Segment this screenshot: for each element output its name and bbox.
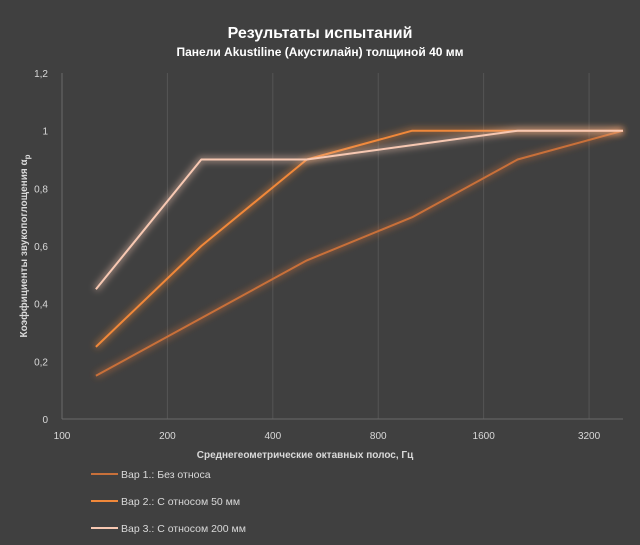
legend: Вар 1.: Без относа Вар 2.: С относом 50 м…	[91, 469, 246, 535]
series-1-line	[95, 129, 624, 377]
x-tick-label: 200	[159, 431, 176, 442]
x-tick-label: 800	[370, 431, 387, 442]
x-tick-label: 3200	[578, 431, 601, 442]
series-1	[94, 128, 624, 378]
series-1-glow	[94, 128, 624, 378]
series-3	[93, 128, 623, 291]
y-tick-label: 0	[42, 415, 48, 426]
y-tick-label: 0,8	[34, 184, 48, 195]
x-tick-label: 100	[54, 431, 71, 442]
y-tick-label: 0,6	[34, 242, 48, 253]
y-tick-label: 1	[42, 127, 48, 138]
legend-label: Вар 3.: С относом 200 мм	[121, 523, 246, 535]
legend-entry: Вар 1.: Без относа	[91, 469, 211, 481]
series-lines	[93, 128, 624, 378]
y-axis-ticks: 0 0,2 0,4 0,6 0,8 1 1,2	[34, 69, 48, 426]
gridlines	[166, 73, 590, 419]
axes	[61, 73, 623, 420]
y-axis-title-subscript: p	[23, 154, 32, 159]
legend-label: Вар 1.: Без относа	[121, 469, 211, 481]
y-axis-title-main: Коэффициенты звукопоглощения α	[18, 159, 30, 338]
legend-entry: Вар 3.: С относом 200 мм	[91, 523, 246, 535]
y-tick-label: 1,2	[34, 69, 48, 80]
y-tick-label: 0,4	[34, 300, 48, 311]
y-tick-label: 0,2	[34, 357, 48, 368]
legend-entry: Вар 2.: С относом 50 мм	[91, 496, 240, 508]
series-3-line	[95, 129, 623, 290]
x-axis-title: Среднегеометрические октавных полос, Гц	[197, 450, 414, 461]
legend-label: Вар 2.: С относом 50 мм	[121, 496, 240, 508]
x-tick-label: 400	[264, 431, 281, 442]
x-tick-label: 1600	[473, 431, 496, 442]
chart-title: Результаты испытаний	[228, 25, 413, 42]
chart-subtitle: Панели Akustiline (Акустилайн) толщиной …	[176, 45, 463, 59]
y-axis-title: Коэффициенты звукопоглощения αp	[18, 154, 32, 337]
x-axis-ticks: 100 200 400 800 1600 3200	[54, 431, 601, 442]
